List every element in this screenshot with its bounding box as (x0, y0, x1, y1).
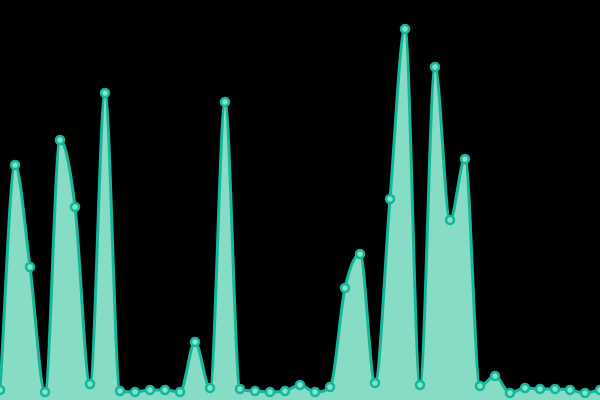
data-point-marker (84, 378, 96, 390)
data-point-marker (204, 382, 216, 394)
data-point-marker (399, 23, 411, 35)
data-point-marker (9, 159, 21, 171)
data-point-marker (159, 384, 171, 396)
data-point-marker (474, 380, 486, 392)
data-point-marker (144, 384, 156, 396)
data-point-marker (219, 96, 231, 108)
data-point-marker (579, 387, 591, 399)
data-point-marker (249, 385, 261, 397)
data-point-marker (444, 214, 456, 226)
point-markers (0, 23, 600, 399)
data-point-marker (309, 386, 321, 398)
data-point-marker (114, 385, 126, 397)
data-point-marker (339, 282, 351, 294)
data-point-marker (54, 134, 66, 146)
data-point-marker (174, 386, 186, 398)
data-point-marker (459, 153, 471, 165)
data-point-marker (354, 248, 366, 260)
data-point-marker (519, 382, 531, 394)
data-point-marker (414, 379, 426, 391)
data-point-marker (189, 336, 201, 348)
data-point-marker (24, 261, 36, 273)
data-point-marker (279, 385, 291, 397)
data-point-marker (564, 384, 576, 396)
data-point-marker (39, 386, 51, 398)
data-point-marker (489, 370, 501, 382)
data-point-marker (234, 383, 246, 395)
data-point-marker (129, 386, 141, 398)
data-point-marker (384, 193, 396, 205)
data-point-marker (504, 387, 516, 399)
data-point-marker (0, 384, 6, 396)
data-point-marker (534, 383, 546, 395)
data-point-marker (324, 381, 336, 393)
data-point-marker (429, 61, 441, 73)
data-point-marker (294, 379, 306, 391)
data-point-marker (369, 377, 381, 389)
data-point-marker (99, 87, 111, 99)
data-point-marker (69, 201, 81, 213)
data-point-marker (264, 386, 276, 398)
data-point-marker (594, 384, 600, 396)
data-point-marker (549, 383, 561, 395)
area-fill (0, 29, 600, 400)
